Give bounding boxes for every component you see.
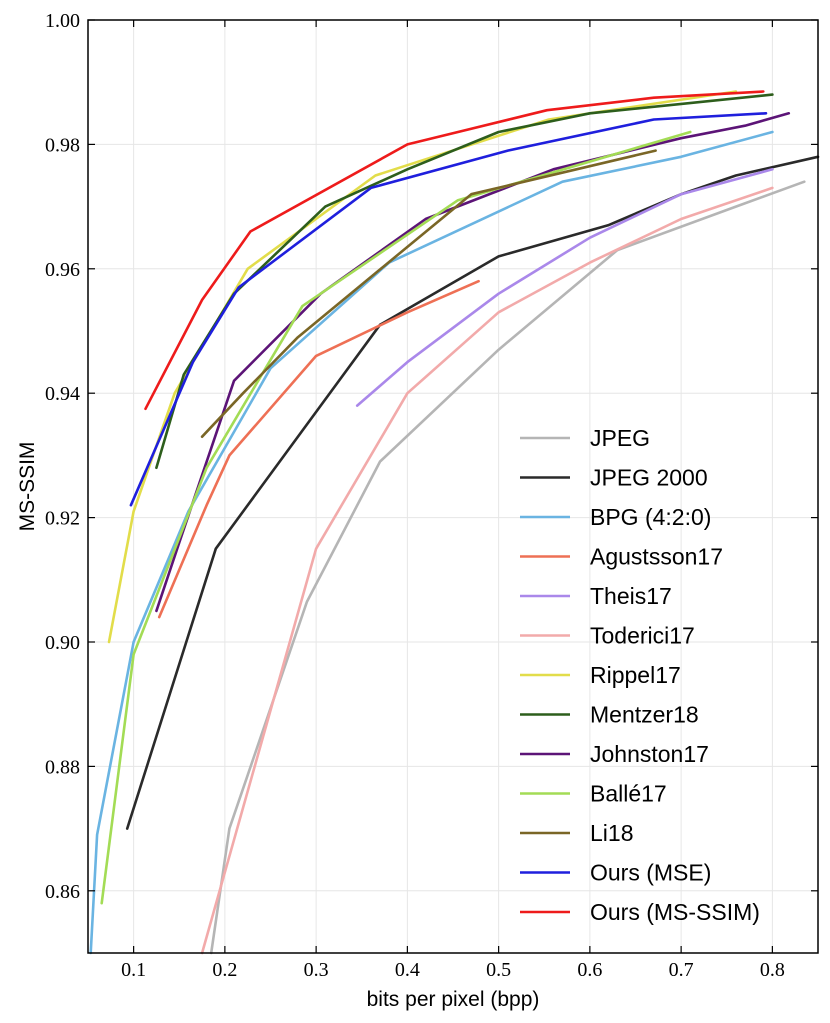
legend-label-li18: Li18	[590, 820, 633, 846]
series-line-bpg-4-2-0	[89, 130, 774, 955]
y-tick-label: 1.00	[45, 10, 80, 32]
y-tick-label: 0.86	[45, 881, 80, 903]
series-line-theis17	[355, 168, 774, 407]
legend-label-ball-17: Ballé17	[590, 781, 667, 807]
legend-label-rippel17: Rippel17	[590, 662, 681, 688]
x-tick-label: 0.3	[304, 959, 329, 981]
legend-label-jpeg: JPEG	[590, 425, 650, 451]
x-tick-label: 0.1	[121, 959, 146, 981]
legend-label-toderici17: Toderici17	[590, 623, 695, 649]
series-lines	[89, 90, 820, 955]
series-line-toderici17	[200, 186, 774, 955]
x-tick-label: 0.5	[486, 959, 511, 981]
x-tick-label: 0.7	[669, 959, 694, 981]
legend-label-jpeg-2000: JPEG 2000	[590, 465, 708, 491]
legend: JPEG JPEG 2000 BPG (4:2:0) Agustsson17 Theis…	[520, 425, 760, 925]
x-axis-label: bits per pixel (bpp)	[367, 988, 540, 1011]
series-line-ours-ms-ssim	[144, 90, 765, 411]
legend-label-bpg-4-2-0: BPG (4:2:0)	[590, 504, 711, 530]
legend-label-agustsson17: Agustsson17	[590, 544, 723, 570]
x-tick-label: 0.8	[760, 959, 785, 981]
y-axis-label: MS-SSIM	[16, 442, 39, 532]
legend-label-theis17: Theis17	[590, 583, 672, 609]
series-line-jpeg	[209, 180, 806, 955]
y-tick-label: 0.96	[45, 259, 80, 281]
x-tick-label: 0.4	[395, 959, 420, 981]
axis-ticks: 0.1 0.2 0.3 0.4 0.5 0.6 0.7 0.8 0.86 0.88 0.90 0.92…	[45, 10, 818, 981]
legend-label-ours-ms-ssim: Ours (MS-SSIM)	[590, 899, 760, 925]
y-tick-label: 0.98	[45, 134, 80, 156]
legend-label-mentzer18: Mentzer18	[590, 702, 699, 728]
series-line-ours-mse	[129, 112, 768, 507]
series-line-li18	[200, 149, 657, 439]
x-tick-label: 0.2	[212, 959, 237, 981]
x-tick-label: 0.6	[577, 959, 602, 981]
plot-frame	[87, 19, 819, 954]
y-tick-label: 0.90	[45, 632, 80, 654]
series-line-agustsson17	[157, 279, 480, 619]
y-tick-label: 0.94	[45, 383, 80, 405]
legend-label-johnston17: Johnston17	[590, 741, 709, 767]
y-tick-label: 0.92	[45, 508, 80, 530]
series-line-johnston17	[155, 112, 791, 613]
series-line-jpeg-2000	[125, 155, 820, 830]
legend-label-ours-mse: Ours (MSE)	[590, 860, 711, 886]
y-tick-label: 0.88	[45, 756, 80, 778]
series-line-rippel17	[107, 90, 738, 644]
